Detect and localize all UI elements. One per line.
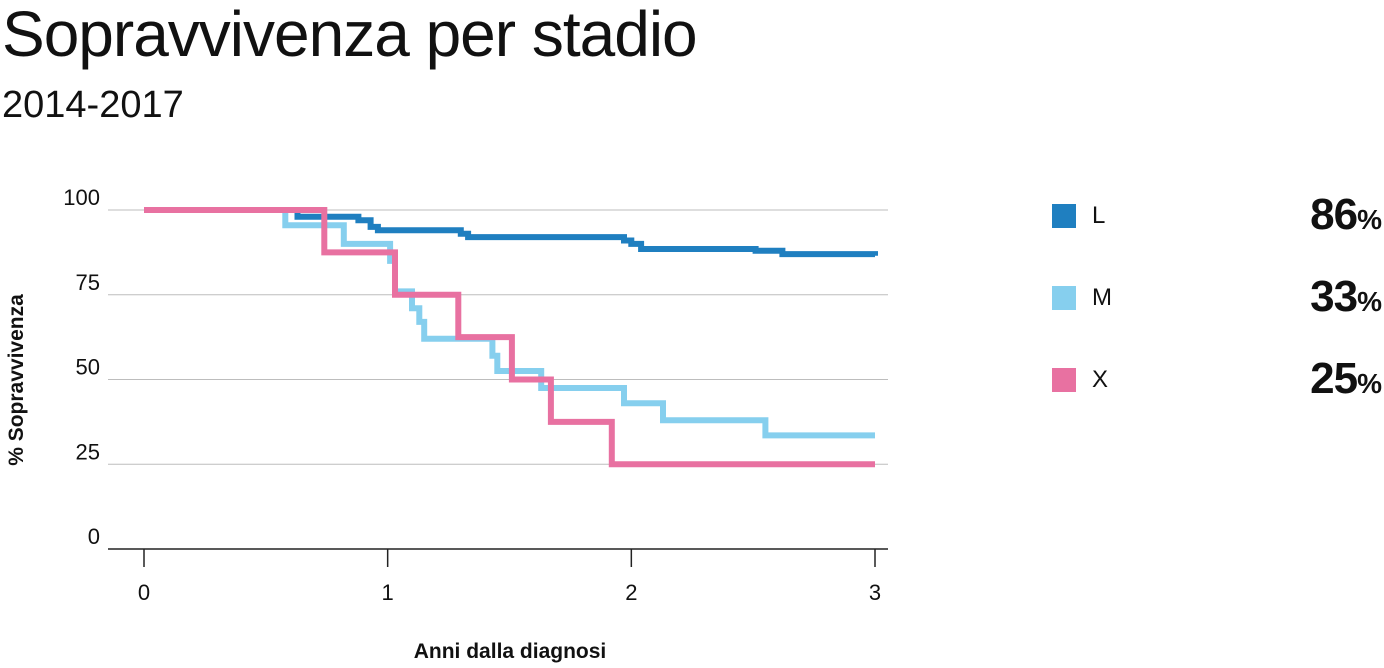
x-tick-label: 1: [382, 580, 394, 605]
legend-value-number-x: 25: [1310, 354, 1358, 403]
x-axis: 0 1 2 3: [138, 549, 881, 605]
x-tick-label: 2: [625, 580, 637, 605]
legend-value-number-m: 33: [1310, 272, 1358, 321]
legend-item-m: M 33%: [1052, 272, 1382, 322]
series-line-l: [144, 207, 878, 258]
legend-label-x: X: [1092, 366, 1109, 393]
x-tick-label: 0: [138, 580, 150, 605]
series-line-m: [144, 207, 875, 439]
legend-swatch-m: [1052, 286, 1076, 310]
series-lines: [144, 207, 878, 468]
y-tick-label: 50: [76, 355, 100, 380]
x-tick-label: 3: [869, 580, 881, 605]
y-tick-labels: 0 25 50 75 100: [63, 185, 100, 549]
legend-value-m: 33%: [1310, 272, 1382, 322]
legend-item-l: L 86%: [1052, 190, 1382, 240]
legend-label-l: L: [1092, 202, 1106, 229]
legend-percent-sign: %: [1357, 204, 1382, 235]
x-axis-title: Anni dalla diagnosi: [414, 640, 607, 663]
y-tick-label: 0: [88, 524, 100, 549]
y-tick-label: 75: [76, 270, 100, 295]
legend-percent-sign: %: [1357, 286, 1382, 317]
legend-swatch-l: [1052, 204, 1076, 228]
legend-value-x: 25%: [1310, 354, 1382, 404]
series-line-x: [144, 207, 875, 468]
legend-value-number-l: 86: [1310, 190, 1358, 239]
legend-value-l: 86%: [1310, 190, 1382, 240]
legend-percent-sign: %: [1357, 368, 1382, 399]
chart-subtitle: 2014-2017: [2, 84, 184, 126]
y-axis-title: % Sopravvivenza: [5, 294, 28, 466]
y-tick-label: 25: [76, 439, 100, 464]
gridlines: [108, 209, 888, 550]
legend-label-m: M: [1092, 284, 1112, 311]
chart-title: Sopravvivenza per stadio: [2, 0, 698, 70]
y-tick-label: 100: [63, 185, 100, 210]
legend-item-x: X 25%: [1052, 354, 1382, 404]
legend-swatch-x: [1052, 368, 1076, 392]
